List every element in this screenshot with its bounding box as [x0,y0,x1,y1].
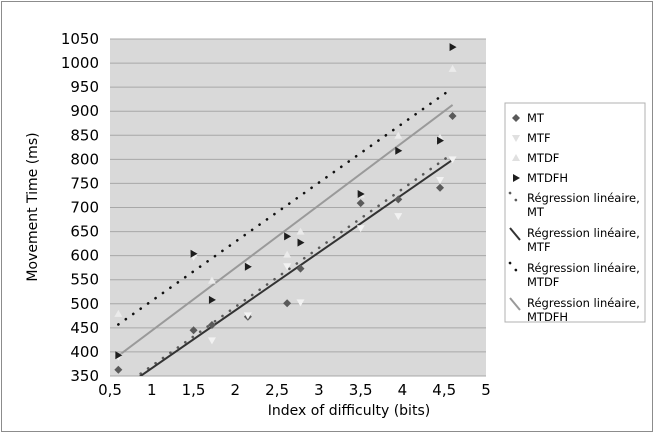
data-point-mtf [207,337,216,345]
tick-labels: 350 400 450 500 550 600 650 700 750 800 850 900 950 1… [61,30,491,399]
data-point-mt [189,326,198,335]
legend-label: Régression linéaire, MT [527,191,640,219]
data-point-mtf [243,312,252,320]
x-tick-label: 4 [398,381,408,399]
y-tick-label: 350 [70,367,99,385]
data-point-mtdfh [115,351,123,360]
y-tick-label: 400 [70,343,99,361]
data-point-mt [448,112,457,121]
trendline [117,104,454,357]
data-point-mt [296,264,305,273]
legend-label: MTF [527,131,551,145]
data-point-mt [114,365,123,374]
data-point-mtdf [296,227,305,235]
y-tick-label: 800 [70,150,99,168]
y-tick-label: 750 [70,174,99,192]
data-point-mtf [436,177,445,185]
data-point-mtdf [114,309,123,317]
y-tick-label: 1050 [61,30,99,48]
legend-marker [512,154,520,161]
y-tick-label: 1000 [61,54,99,72]
y-tick-label: 550 [70,271,99,289]
data-point-mtdfh [244,262,252,271]
gridlines [110,38,486,377]
data-point-mtdfh [437,136,445,145]
y-tick-label: 850 [70,126,99,144]
y-tick-label: 650 [70,223,99,241]
data-point-mtdf [394,131,403,139]
legend-label: Régression linéaire, MTDF [527,261,640,289]
y-tick-label: 900 [70,102,99,120]
data-point-mtf [448,156,457,164]
legend-label: MTDFH [527,171,568,185]
data-point-mtdfh [297,238,305,247]
data-point-mtdf [283,250,292,258]
data-point-mt [356,199,365,208]
y-tick-label: 700 [70,199,99,217]
legend-line [508,261,522,277]
legend-marker [513,174,520,182]
data-point-mtf [356,225,365,233]
data-point-mt [207,320,216,329]
legend-line [509,297,521,311]
x-tick-label: 3,5 [349,381,373,399]
legend-line [508,191,522,207]
x-tick-label: 2,5 [265,381,289,399]
y-tick-label: 600 [70,247,99,265]
data-point-mtdfh [208,295,216,304]
data-point-mtf [283,263,292,271]
x-tick-label: 1 [147,381,157,399]
legend-label: MTDF [527,151,559,165]
data-point-mtf [394,213,403,221]
legend: MT MTF MTDF MTDFH Régression linéaire, MT Régr… [504,102,646,324]
data-point-mtdfh [449,43,457,52]
data-point-mtdfh [284,232,292,241]
data-points [114,43,457,374]
data-point-mt [394,195,403,204]
data-point-mt [283,299,292,308]
data-point-mtdf [448,64,457,72]
y-tick-label: 950 [70,78,99,96]
x-tick-label: 4,5 [432,381,456,399]
x-tick-label: 3 [314,381,324,399]
data-point-mtdfh [357,190,365,199]
x-tick-label: 5 [481,381,491,399]
data-point-mtdfh [395,146,403,155]
x-tick-label: 0,5 [98,381,122,399]
legend-marker [512,135,520,142]
legend-label: MT [527,111,545,125]
legend-marker [512,114,520,122]
legend-line [509,227,521,241]
legend-label: Régression linéaire, MTF [527,226,640,254]
data-point-mtdfh [190,249,198,258]
data-point-mtdf [207,276,216,284]
y-tick-label: 500 [70,295,99,313]
data-point-mt [436,183,445,192]
x-tick-label: 2 [231,381,241,399]
data-point-mtf [296,299,305,307]
y-axis-label: Movement Time (ms) [25,132,41,281]
legend-box [504,102,646,323]
x-tick-label: 1,5 [182,381,206,399]
legend-label: Régression linéaire, MTDFH [527,296,640,324]
x-axis-label: Index of difficulty (bits) [268,403,430,419]
y-tick-label: 450 [70,319,99,337]
